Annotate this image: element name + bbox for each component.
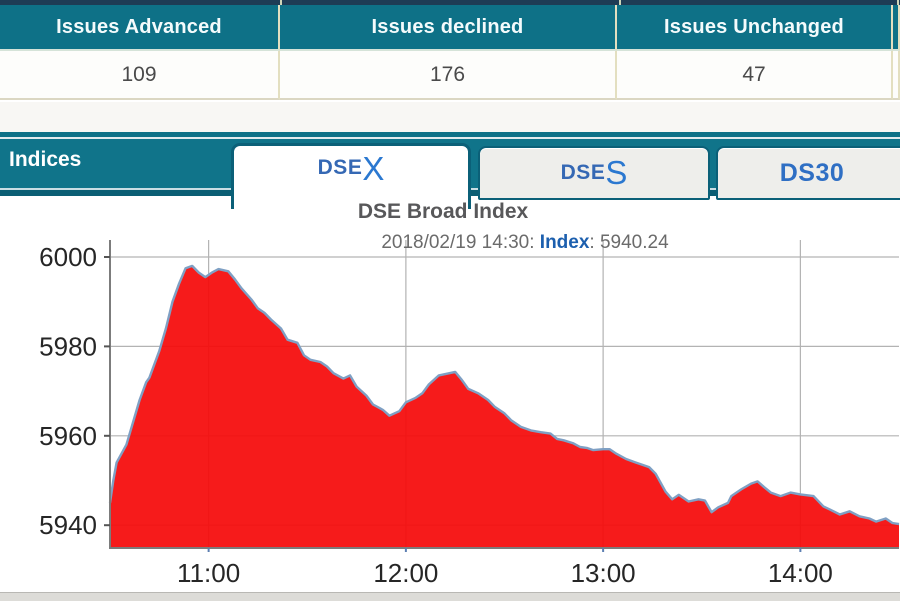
index-chart: 6000 5980 5960 5940 11:00 12:00 13:00 14:00 — [39, 240, 900, 588]
svg-text:12:00: 12:00 — [373, 558, 438, 588]
tab-dsex-label-suffix: X — [362, 150, 385, 187]
svg-text:6000: 6000 — [39, 242, 97, 272]
svg-text:14:00: 14:00 — [768, 558, 833, 588]
header-filler — [893, 5, 900, 51]
header-label: Issues Advanced — [56, 15, 222, 38]
tab-dses[interactable]: DSE S — [478, 146, 710, 200]
chart-subtitle-index-value: : 5940.24 — [589, 232, 669, 253]
unchanged-count: 47 — [742, 62, 766, 86]
chart-subtitle-index-label: Index — [539, 232, 590, 253]
bottom-edge-strip — [0, 592, 900, 601]
indices-bar-gap-line — [0, 137, 900, 139]
declined-count: 176 — [429, 62, 466, 86]
issues-summary-table: Issues Advanced Issues declined Issues U… — [0, 5, 900, 100]
advanced-count: 109 — [121, 62, 157, 86]
header-issues-declined: Issues declined — [280, 5, 617, 51]
svg-text:5980: 5980 — [39, 331, 97, 361]
tab-dses-label-prefix: DSE — [560, 161, 606, 184]
value-issues-unchanged: 47 — [617, 51, 893, 100]
tab-dsex-label-prefix: DSE — [317, 156, 363, 179]
chart-subtitle-datetime: 2018/02/19 14:30: — [381, 232, 540, 253]
chart-subtitle: 2018/02/19 14:30: Index: 5940.24 — [325, 232, 725, 254]
summary-value-row: 109 176 47 — [0, 51, 900, 100]
svg-text:5960: 5960 — [39, 421, 97, 451]
tab-ds30-label: DS30 — [779, 158, 845, 187]
svg-text:13:00: 13:00 — [571, 558, 636, 588]
tab-ds30[interactable]: DS30 — [716, 146, 900, 200]
value-filler — [893, 51, 900, 100]
header-label: Issues declined — [371, 15, 524, 38]
value-issues-declined: 176 — [280, 51, 617, 100]
table-top-border — [0, 0, 900, 5]
indices-panel-title: Indices — [9, 148, 82, 171]
header-label: Issues Unchanged — [664, 15, 844, 38]
svg-text:5940: 5940 — [39, 510, 97, 540]
value-issues-advanced: 109 — [0, 51, 280, 100]
summary-header-row: Issues Advanced Issues declined Issues U… — [0, 5, 900, 51]
tab-dsex[interactable]: DSE X — [231, 143, 471, 209]
indices-bar-top-line — [0, 132, 900, 137]
svg-text:11:00: 11:00 — [177, 558, 240, 588]
tab-dses-label-suffix: S — [605, 154, 628, 191]
header-issues-unchanged: Issues Unchanged — [617, 5, 893, 51]
spacer-band — [0, 102, 900, 132]
header-issues-advanced: Issues Advanced — [0, 5, 280, 51]
chart-title: DSE Broad Index — [357, 200, 529, 223]
